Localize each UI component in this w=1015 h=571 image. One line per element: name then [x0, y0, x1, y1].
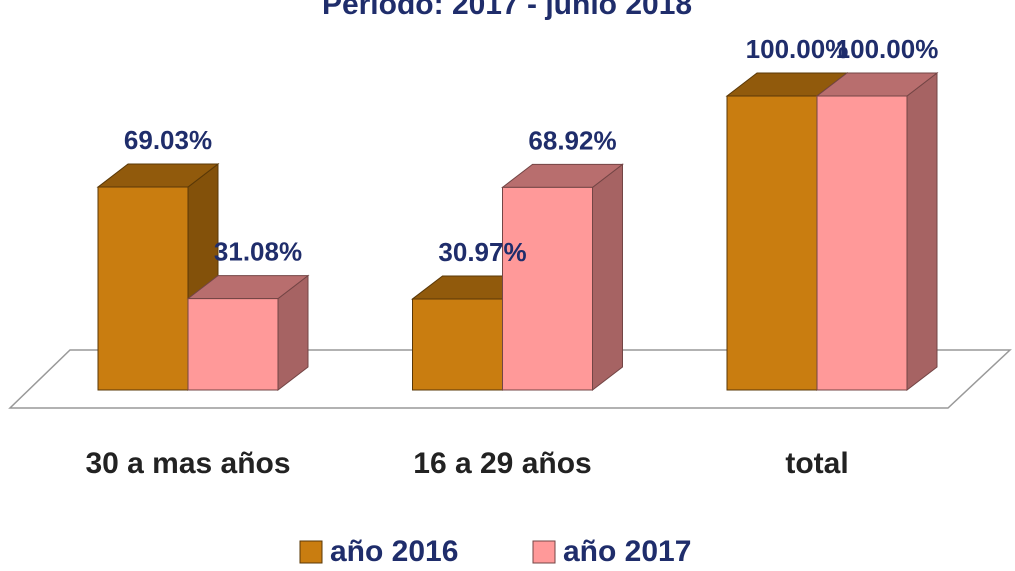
data-label: 30.97%: [438, 237, 526, 267]
bar-front: [726, 95, 818, 391]
x-tick-label: 16 a 29 años: [413, 447, 591, 480]
legend-label: año 2016: [330, 535, 458, 568]
legend-swatch: [532, 540, 556, 564]
bar-front: [816, 95, 908, 391]
x-tick-label: 30 a mas años: [85, 447, 290, 480]
data-label: 100.00%: [746, 34, 849, 64]
legend-swatch: [299, 540, 323, 564]
data-label: 69.03%: [124, 125, 212, 155]
bar-side: [592, 163, 623, 392]
bar-side: [906, 71, 938, 392]
data-label: 68.92%: [528, 125, 616, 155]
bar-front: [412, 298, 503, 391]
legend-label: año 2017: [563, 535, 691, 568]
bar: [186, 274, 310, 392]
bar: [815, 71, 939, 392]
bar: [501, 163, 624, 392]
data-label: 31.08%: [214, 236, 302, 266]
chart-title: Periodo: 2017 - junio 2018: [322, 0, 692, 21]
bar-front: [502, 186, 593, 391]
data-label: 100.00%: [836, 34, 939, 64]
bar-front: [97, 186, 189, 391]
x-tick-label: total: [785, 447, 848, 480]
bar-front: [187, 298, 279, 391]
